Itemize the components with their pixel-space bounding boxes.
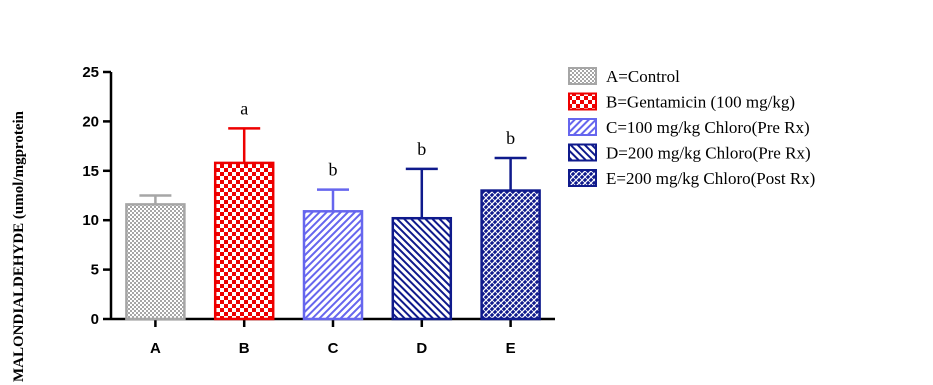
y-axis-label: MALONDIALDEHYDE (umol/mgprotein: [11, 110, 27, 382]
bar-B: [213, 161, 275, 321]
x-tick-label: A: [150, 340, 161, 357]
legend-label: C=100 mg/kg Chloro(Pre Rx): [606, 118, 810, 137]
x-tick-label: D: [416, 340, 427, 357]
y-tick-label: 25: [82, 64, 99, 81]
y-tick-label: 0: [91, 311, 99, 328]
y-tick-label: 20: [82, 113, 99, 130]
significance-label: b: [329, 160, 338, 180]
x-tick-label: C: [328, 340, 339, 357]
y-tick-label: 10: [82, 212, 99, 229]
bar-C: [302, 210, 364, 321]
legend-label: D=200 mg/kg Chloro(Pre Rx): [606, 144, 811, 163]
legend-swatch: [568, 118, 597, 136]
y-tick-label: 15: [82, 163, 99, 180]
legend-swatch: [568, 169, 597, 187]
legend-swatch: [568, 143, 597, 162]
legend-swatch: [568, 92, 597, 111]
legend-label: A=Control: [606, 67, 680, 86]
significance-label: b: [417, 139, 426, 159]
legend-label: E=200 mg/kg Chloro(Post Rx): [606, 169, 815, 188]
significance-label: b: [506, 128, 515, 148]
legend-swatch: [568, 67, 597, 85]
bar-D: [391, 216, 453, 321]
bar-E: [480, 189, 541, 321]
bars: a b b b: [125, 98, 541, 321]
legend-label: B=Gentamicin (100 mg/kg): [606, 93, 795, 112]
significance-label: a: [240, 98, 248, 118]
y-tick-label: 5: [91, 262, 99, 279]
bar-A: [125, 203, 186, 321]
x-tick-label: B: [239, 340, 250, 357]
x-tick-label: E: [506, 340, 516, 357]
legend: A=Control B=Gentamicin (100 mg/kg) C=100 m…: [568, 67, 815, 188]
